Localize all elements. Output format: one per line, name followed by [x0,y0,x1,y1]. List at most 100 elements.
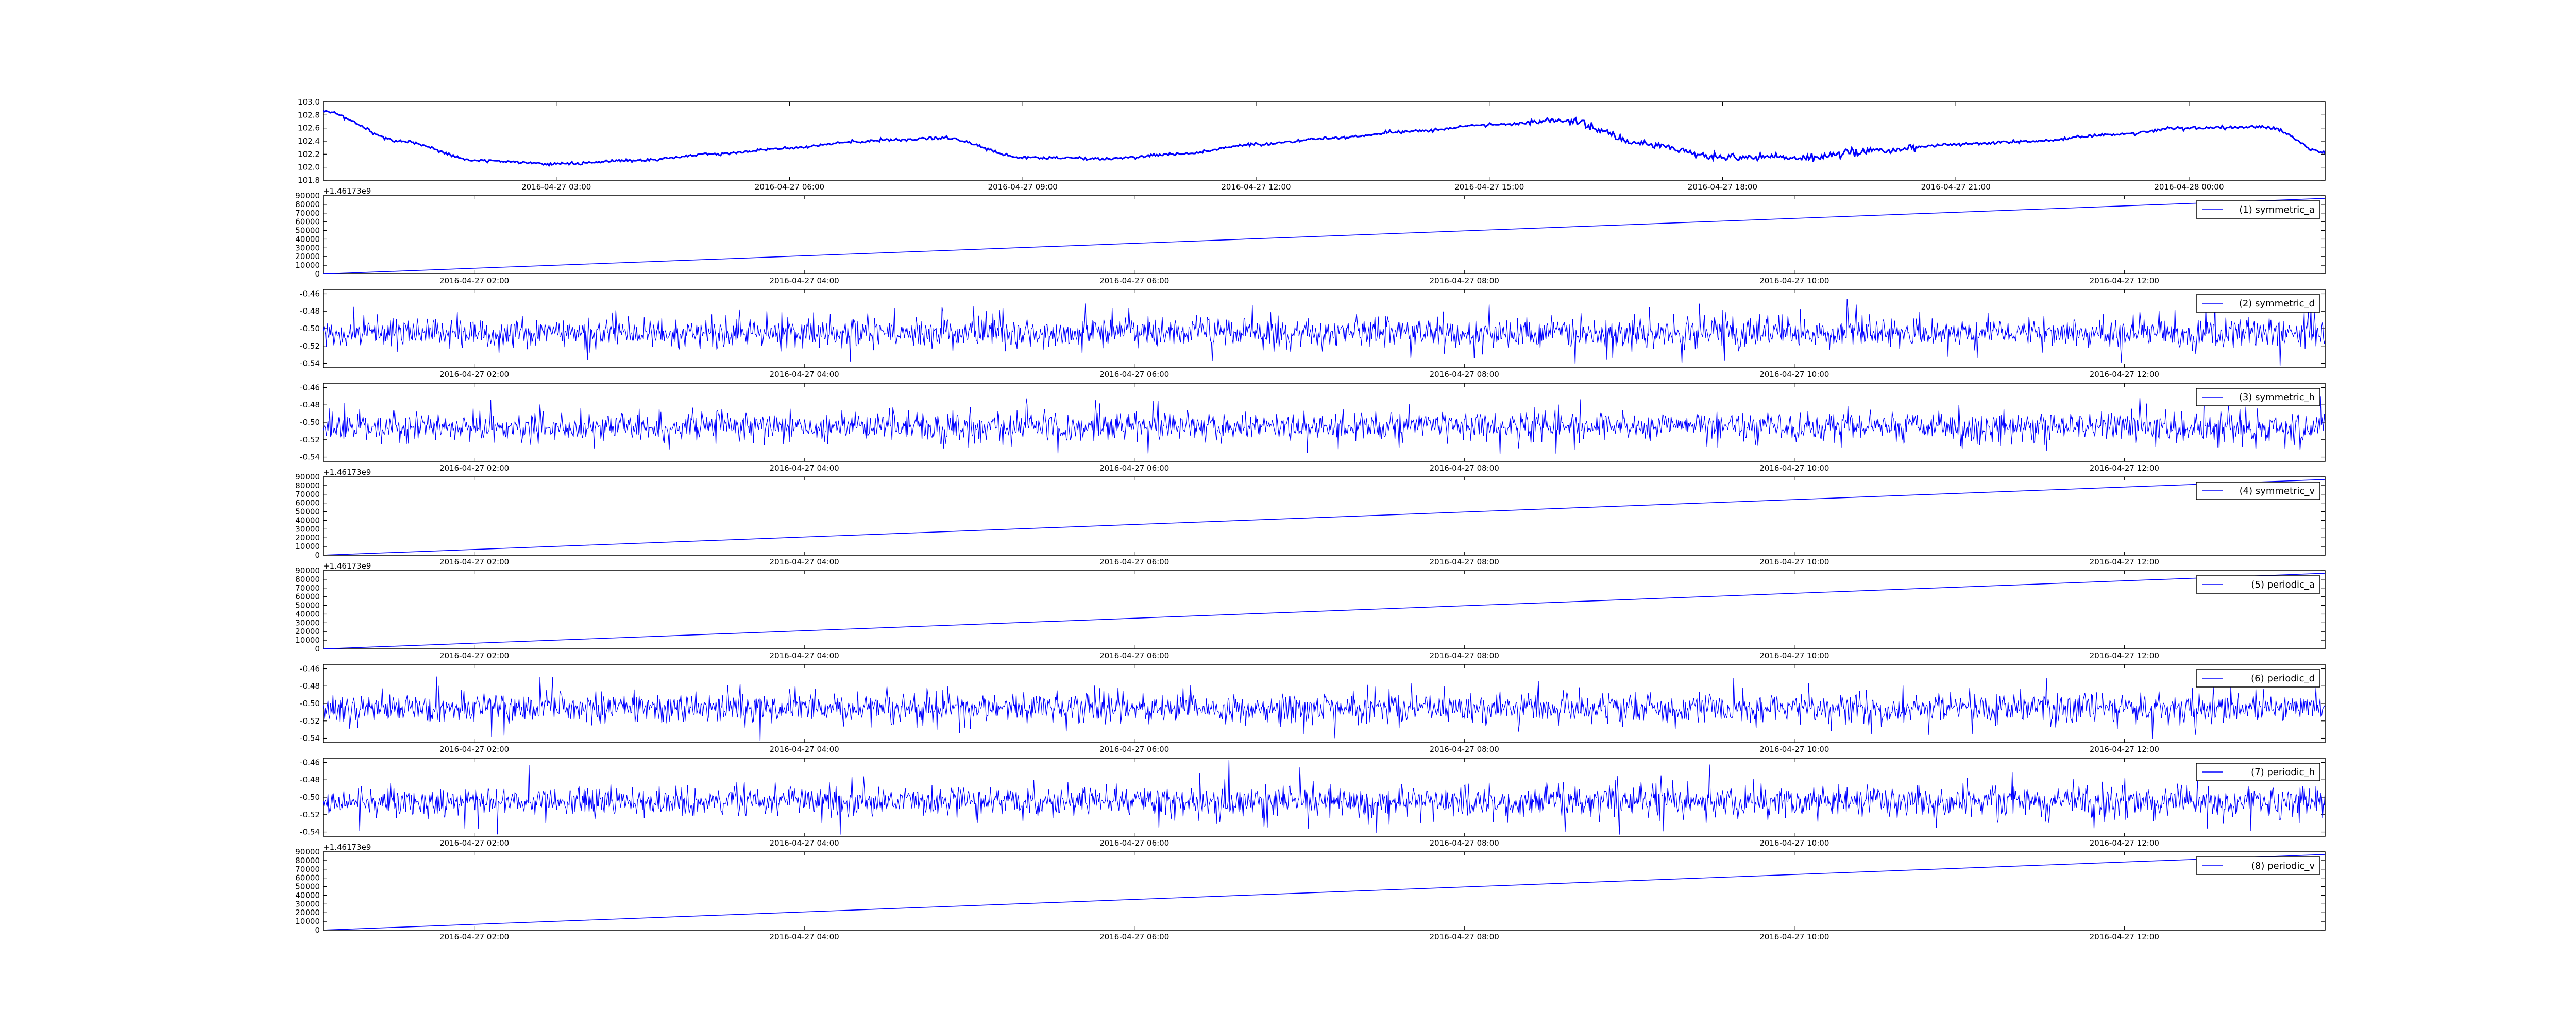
y-tick-label: -0.54 [300,453,320,462]
y-tick-label: -0.46 [300,383,320,392]
x-tick-label: 2016-04-27 06:00 [1099,557,1169,566]
legend: (8) periodic_v [2196,856,2320,875]
x-tick-label: 2016-04-27 04:00 [770,745,839,754]
y-tick-label: 50000 [295,226,320,235]
subplot-4: -0.54 -0.52 -0.50 -0.48 -0.46 2016-04-27 02:0… [300,383,2326,473]
y-tick-label: 40000 [295,890,320,900]
y-tick-label: -0.54 [300,828,320,837]
y-tick-label: 90000 [295,191,320,200]
y-tick-label: 102.2 [298,149,320,159]
y-tick-label: 60000 [295,499,320,508]
y-tick-label: 20000 [295,252,320,261]
legend: (1) symmetric_a [2196,200,2320,219]
x-tick-label: 2016-04-27 06:00 [1099,745,1169,754]
x-tick-label: 2016-04-27 02:00 [439,370,509,379]
x-tick-label: 2016-04-27 04:00 [770,276,839,285]
x-tick-label: 2016-04-27 12:00 [1221,182,1291,192]
legend: (7) periodic_h [2196,763,2320,781]
legend-label: (7) periodic_h [2251,767,2315,778]
plot-area [323,476,2326,556]
y-tick-label: 80000 [295,575,320,584]
y-tick-label: -0.48 [300,400,320,409]
y-tick-label: -0.52 [300,341,320,351]
y-tick-label: 0 [315,269,320,279]
subplot-7: -0.54 -0.52 -0.50 -0.48 -0.46 2016-04-27 02:0… [300,664,2326,754]
x-tick-label: 2016-04-27 06:00 [1099,276,1169,285]
series-line [323,854,2325,930]
y-tick-label: 90000 [295,847,320,856]
x-tick-label: 2016-04-27 09:00 [988,182,1058,192]
x-tick-label: 2016-04-27 06:00 [1099,932,1169,941]
series-line [323,573,2325,649]
y-tick-label: -0.50 [300,793,320,802]
y-tick-label: 50000 [295,882,320,891]
legend-label: (8) periodic_v [2251,861,2315,871]
x-tick-label: 2016-04-27 15:00 [1454,182,1524,192]
x-tick-label: 2016-04-27 02:00 [439,557,509,566]
subplot-9: 0100002000030000400005000060000700008000… [295,843,2326,941]
x-tick-label: 2016-04-27 04:00 [770,838,839,848]
y-tick-label: -0.48 [300,306,320,316]
series-line [323,198,2325,274]
y-tick-label: 10000 [295,636,320,645]
x-tick-label: 2016-04-27 02:00 [439,932,509,941]
subplot-1: 101.8 102.0 102.2 102.4 102.6 102.8 103.0 2016-… [298,97,2326,192]
x-tick-label: 2016-04-27 08:00 [1430,370,1499,379]
y-tick-label: -0.46 [300,664,320,673]
x-tick-label: 2016-04-27 12:00 [2090,276,2159,285]
y-tick-label: 70000 [295,865,320,874]
x-tick-label: 2016-04-27 10:00 [1759,838,1829,848]
y-tick-label: -0.50 [300,324,320,333]
y-offset-text: +1.46173e9 [323,843,371,852]
legend-label: (3) symmetric_h [2239,392,2315,403]
x-tick-label: 2016-04-27 08:00 [1430,745,1499,754]
plot-area [323,570,2326,649]
x-tick-label: 2016-04-27 06:00 [1099,651,1169,660]
y-tick-label: 0 [315,551,320,560]
legend: (6) periodic_d [2196,669,2320,688]
series-line [323,676,2325,741]
y-tick-label: 90000 [295,566,320,575]
x-tick-label: 2016-04-27 10:00 [1759,370,1829,379]
legend-label: (6) periodic_d [2251,673,2315,684]
x-tick-label: 2016-04-27 06:00 [755,182,824,192]
x-tick-label: 2016-04-27 12:00 [2090,932,2159,941]
y-tick-label: 101.8 [298,176,320,185]
x-tick-label: 2016-04-27 10:00 [1759,276,1829,285]
legend: (5) periodic_a [2196,575,2320,594]
subplot-8: -0.54 -0.52 -0.50 -0.48 -0.46 2016-04-27 02:0… [300,758,2326,848]
legend-label: (4) symmetric_v [2240,486,2315,496]
x-tick-label: 2016-04-27 21:00 [1921,182,1991,192]
series-line [323,760,2325,835]
x-tick-label: 2016-04-27 10:00 [1759,745,1829,754]
y-tick-label: 40000 [295,516,320,525]
x-tick-label: 2016-04-27 02:00 [439,276,509,285]
y-tick-label: -0.52 [300,716,320,726]
plot-area [323,664,2326,743]
x-tick-label: 2016-04-27 12:00 [2090,370,2159,379]
plot-area [323,851,2326,931]
y-tick-label: 60000 [295,873,320,883]
subplot-2: 0100002000030000400005000060000700008000… [295,186,2326,285]
x-tick-label: 2016-04-27 06:00 [1099,838,1169,848]
y-tick-label: 70000 [295,209,320,218]
series-line [323,110,2325,167]
y-tick-label: 30000 [295,899,320,908]
x-tick-label: 2016-04-27 04:00 [770,932,839,941]
x-tick-label: 2016-04-27 02:00 [439,838,509,848]
subplot-3: -0.54 -0.52 -0.50 -0.48 -0.46 2016-04-27 02:0… [300,289,2326,379]
y-offset-text: +1.46173e9 [323,468,371,477]
series-line [323,479,2325,555]
y-tick-label: 10000 [295,261,320,270]
y-tick-label: 80000 [295,481,320,490]
y-tick-label: 103.0 [298,97,320,107]
y-tick-label: -0.48 [300,681,320,691]
y-tick-label: 70000 [295,583,320,593]
x-tick-label: 2016-04-27 08:00 [1430,464,1499,473]
y-offset-text: +1.46173e9 [323,561,371,571]
x-tick-label: 2016-04-27 02:00 [439,745,509,754]
y-tick-label: 102.4 [298,136,320,146]
x-tick-label: 2016-04-27 12:00 [2090,745,2159,754]
x-tick-label: 2016-04-27 08:00 [1430,838,1499,848]
